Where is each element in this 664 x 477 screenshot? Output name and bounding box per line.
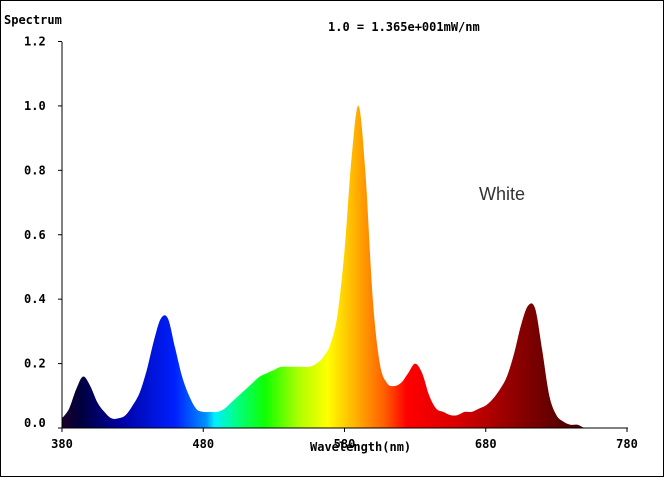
x-tick-label: 780 bbox=[616, 437, 638, 451]
x-axis-title: Wavelength(nm) bbox=[310, 440, 412, 454]
legend-label-white: White bbox=[479, 184, 526, 204]
y-tick-label: 0.8 bbox=[24, 163, 46, 177]
y-tick-label: 0.0 bbox=[24, 416, 46, 430]
spectrum-area-white bbox=[62, 105, 627, 428]
x-tick-label: 480 bbox=[192, 437, 214, 451]
x-tick-label: 680 bbox=[475, 437, 497, 451]
x-tick-label: 580 bbox=[334, 437, 356, 451]
scale-annotation: 1.0 = 1.365e+001mW/nm bbox=[328, 20, 480, 34]
x-tick-label: 380 bbox=[51, 437, 73, 451]
y-tick-label: 0.4 bbox=[24, 292, 46, 306]
y-tick-label: 1.0 bbox=[24, 99, 46, 113]
y-axis-title: Spectrum bbox=[4, 13, 62, 27]
y-tick-label: 0.2 bbox=[24, 357, 46, 371]
y-tick-label: 1.2 bbox=[24, 35, 46, 49]
y-tick-label: 0.6 bbox=[24, 228, 46, 242]
